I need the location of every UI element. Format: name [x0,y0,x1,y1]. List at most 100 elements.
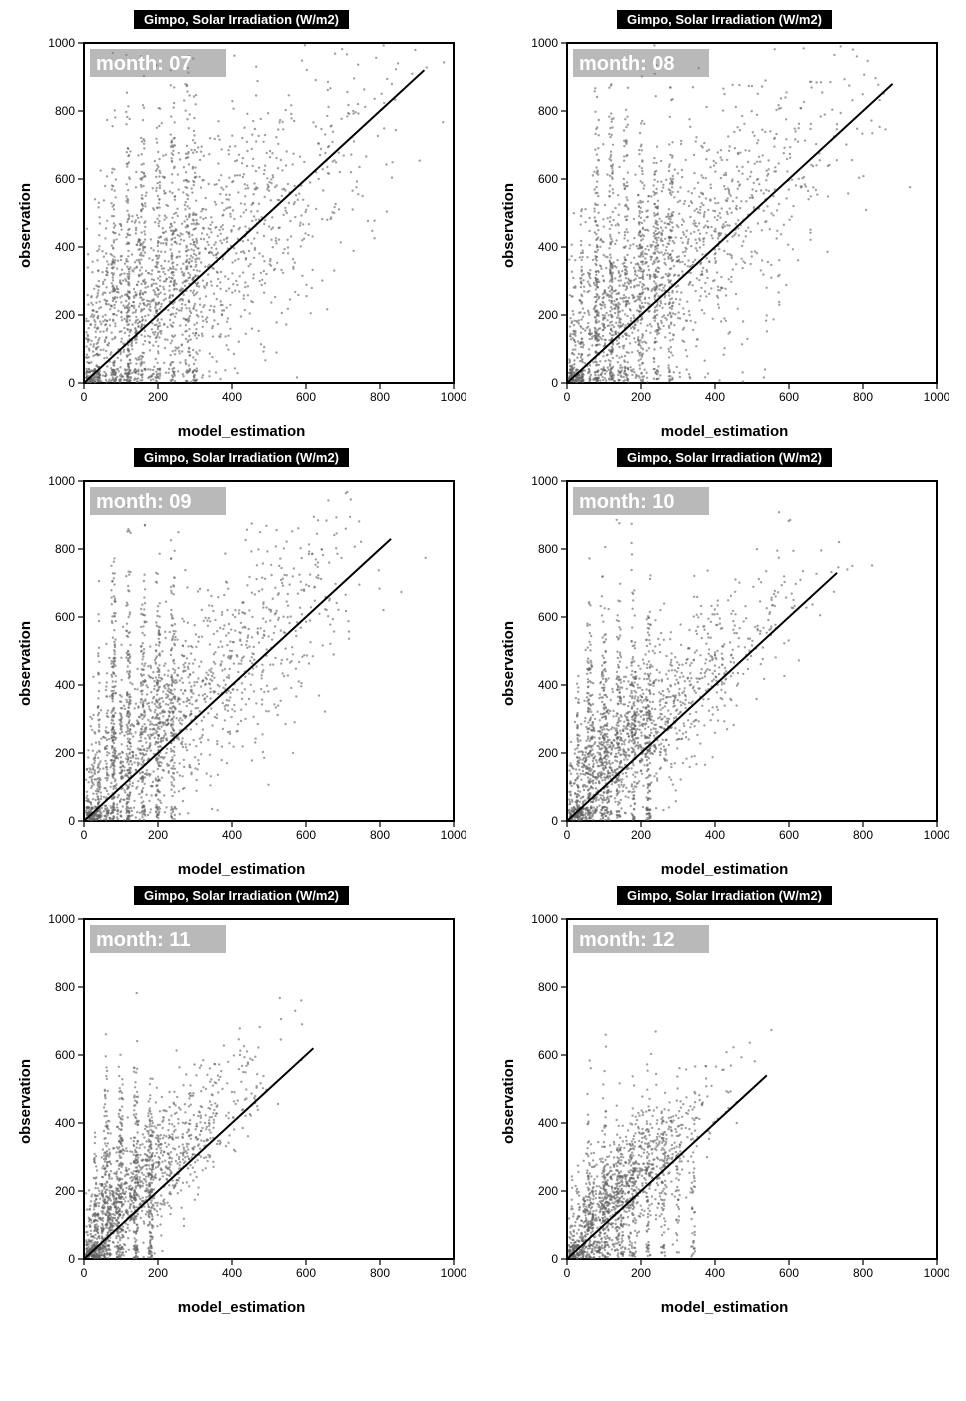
x-tick-label: 1000 [441,828,466,842]
x-tick-label: 600 [296,828,316,842]
scatter-panel-2: Gimpo, Solar Irradiation (W/m2) observati… [493,10,956,440]
x-tick-label: 0 [564,828,571,842]
y-tick-label: 0 [68,814,75,828]
y-tick-label: 800 [55,542,75,556]
x-axis-label: model_estimation [661,423,789,440]
x-tick-label: 1000 [441,390,466,404]
y-axis-label: observation [17,183,34,268]
y-tick-label: 600 [55,172,75,186]
x-tick-label: 0 [564,1266,571,1280]
scatter-plot: 0200400600800100002004006008001000month:… [519,469,949,859]
x-tick-label: 1000 [924,390,949,404]
month-label: month: 12 [579,929,675,951]
y-tick-label: 400 [55,240,75,254]
x-axis-label: model_estimation [178,423,306,440]
y-tick-label: 600 [538,610,558,624]
panel-title: Gimpo, Solar Irradiation (W/m2) [617,10,832,29]
scatter-plot: 0200400600800100002004006008001000month:… [36,907,466,1297]
x-tick-label: 800 [370,1266,390,1280]
y-tick-label: 1000 [48,36,75,50]
x-tick-label: 600 [296,1266,316,1280]
scatter-points [568,1029,773,1260]
y-tick-label: 600 [538,1048,558,1062]
x-tick-label: 600 [779,390,799,404]
scatter-panel-4: Gimpo, Solar Irradiation (W/m2) observati… [493,448,956,878]
month-label: month: 07 [96,53,192,75]
y-tick-label: 200 [55,1184,75,1198]
y-tick-label: 400 [538,678,558,692]
y-tick-label: 400 [55,1116,75,1130]
y-tick-label: 800 [55,104,75,118]
y-tick-label: 1000 [531,36,558,50]
panel-title: Gimpo, Solar Irradiation (W/m2) [134,10,349,29]
scatter-plot: 0200400600800100002004006008001000month:… [519,31,949,421]
x-tick-label: 200 [631,390,651,404]
y-tick-label: 200 [55,746,75,760]
panel-title: Gimpo, Solar Irradiation (W/m2) [617,448,832,467]
x-tick-label: 0 [81,1266,88,1280]
x-axis-label: model_estimation [661,861,789,878]
x-tick-label: 600 [779,828,799,842]
x-tick-label: 1000 [924,1266,949,1280]
x-tick-label: 1000 [441,1266,466,1280]
x-tick-label: 800 [853,828,873,842]
y-axis-label: observation [17,1059,34,1144]
panel-title: Gimpo, Solar Irradiation (W/m2) [617,886,832,905]
x-axis-label: model_estimation [178,861,306,878]
x-tick-label: 800 [370,390,390,404]
month-label: month: 08 [579,53,675,75]
x-tick-label: 400 [222,390,242,404]
y-tick-label: 600 [538,172,558,186]
month-label: month: 11 [96,929,190,951]
x-tick-label: 400 [705,828,725,842]
x-tick-label: 200 [148,1266,168,1280]
scatter-grid: Gimpo, Solar Irradiation (W/m2) observati… [10,10,956,1316]
month-label: month: 10 [579,491,675,513]
y-tick-label: 600 [55,610,75,624]
identity-line [567,1075,767,1259]
scatter-plot: 0200400600800100002004006008001000month:… [519,907,949,1297]
x-tick-label: 400 [705,390,725,404]
x-axis-label: model_estimation [178,1299,306,1316]
scatter-plot: 0200400600800100002004006008001000month:… [36,469,466,859]
identity-line [84,1048,313,1259]
y-tick-label: 600 [55,1048,75,1062]
scatter-points [568,44,912,383]
y-tick-label: 0 [68,1252,75,1266]
identity-line [567,84,893,383]
identity-line [84,539,391,821]
y-tick-label: 200 [538,1184,558,1198]
x-tick-label: 0 [81,390,88,404]
scatter-panel-6: Gimpo, Solar Irradiation (W/m2) observati… [493,886,956,1316]
y-tick-label: 0 [68,376,75,390]
y-tick-label: 800 [538,980,558,994]
y-axis-label: observation [17,621,34,706]
x-tick-label: 200 [148,828,168,842]
x-tick-label: 800 [370,828,390,842]
identity-line [84,70,424,383]
y-axis-label: observation [500,183,517,268]
x-tick-label: 200 [148,390,168,404]
y-tick-label: 200 [538,746,558,760]
y-tick-label: 0 [551,814,558,828]
x-tick-label: 400 [705,1266,725,1280]
y-axis-label: observation [500,621,517,706]
y-tick-label: 800 [55,980,75,994]
scatter-panel-3: Gimpo, Solar Irradiation (W/m2)observati… [10,448,473,878]
x-tick-label: 400 [222,828,242,842]
scatter-panel-1: Gimpo, Solar Irradiation (W/m2) observati… [10,10,473,440]
y-tick-label: 800 [538,542,558,556]
x-tick-label: 600 [296,390,316,404]
x-tick-label: 800 [853,390,873,404]
y-tick-label: 400 [538,240,558,254]
scatter-points [568,511,874,822]
x-tick-label: 0 [81,828,88,842]
y-tick-label: 1000 [48,474,75,488]
x-tick-label: 200 [631,828,651,842]
y-tick-label: 1000 [531,912,558,926]
y-tick-label: 800 [538,104,558,118]
y-axis-label: observation [500,1059,517,1144]
y-tick-label: 1000 [48,912,75,926]
y-tick-label: 200 [55,308,75,322]
y-tick-label: 400 [538,1116,558,1130]
